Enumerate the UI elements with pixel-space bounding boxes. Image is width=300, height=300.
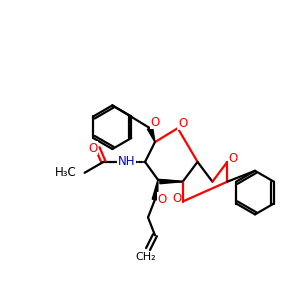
Text: O: O (172, 192, 182, 205)
Text: O: O (229, 152, 238, 165)
Text: O: O (88, 142, 97, 154)
Text: CH₂: CH₂ (136, 252, 156, 262)
Text: O: O (178, 117, 187, 130)
Polygon shape (152, 180, 158, 200)
Text: NH: NH (118, 155, 135, 168)
Polygon shape (160, 180, 183, 184)
Text: O: O (150, 116, 160, 129)
Text: O: O (157, 193, 167, 206)
Polygon shape (147, 127, 155, 142)
Text: H₃C: H₃C (55, 166, 77, 179)
